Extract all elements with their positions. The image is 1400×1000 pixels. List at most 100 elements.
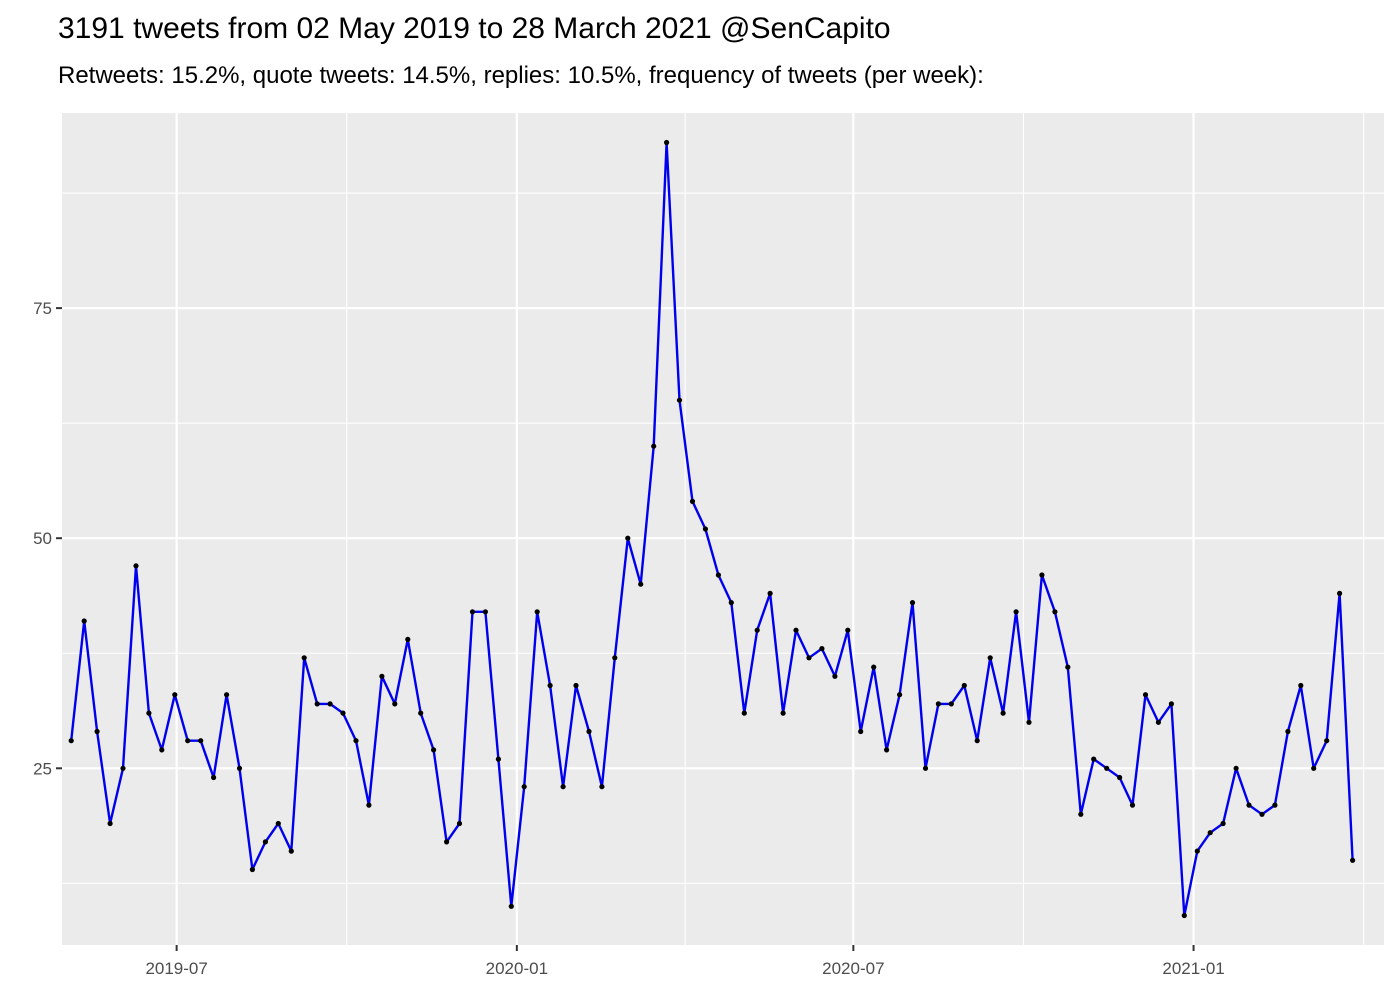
data-point: [1246, 802, 1252, 808]
data-point: [871, 664, 877, 670]
y-tick-label: 25: [33, 759, 52, 778]
data-point: [159, 747, 165, 753]
data-point: [1311, 765, 1317, 771]
data-point: [1104, 765, 1110, 771]
data-point: [793, 627, 799, 633]
data-point: [1324, 738, 1330, 744]
data-point: [625, 535, 631, 541]
data-point: [172, 692, 178, 698]
data-point: [599, 784, 605, 790]
data-point: [728, 600, 734, 606]
y-tick-label: 50: [33, 529, 52, 548]
data-point: [94, 728, 100, 735]
data-point: [1220, 820, 1226, 827]
data-point: [780, 710, 786, 716]
data-point: [249, 866, 255, 873]
data-point: [521, 784, 527, 790]
data-point: [1272, 802, 1278, 808]
data-point: [897, 692, 903, 698]
data-point: [715, 572, 722, 578]
data-point: [1026, 719, 1032, 725]
data-point: [689, 498, 696, 504]
data-point: [146, 710, 152, 716]
data-point: [676, 397, 683, 403]
data-point: [405, 636, 411, 643]
data-point: [1091, 756, 1097, 762]
data-point: [68, 738, 74, 744]
data-point: [573, 682, 579, 689]
data-point: [456, 820, 463, 827]
data-point: [1078, 811, 1084, 817]
data-point: [314, 701, 320, 707]
data-point: [1285, 728, 1291, 735]
data-point: [702, 526, 709, 532]
data-point: [379, 673, 385, 679]
data-point: [961, 682, 967, 689]
data-point: [1337, 590, 1343, 597]
data-point: [288, 848, 294, 854]
data-point: [353, 738, 359, 744]
data-point: [1013, 609, 1019, 615]
data-point: [767, 590, 773, 597]
data-point: [1065, 664, 1071, 670]
data-point: [275, 820, 281, 827]
data-point: [1039, 572, 1045, 578]
data-point: [974, 738, 980, 744]
data-point: [1168, 701, 1174, 707]
points-layer: [68, 139, 1356, 919]
data-point: [845, 627, 851, 633]
data-point: [664, 139, 670, 146]
data-point: [1155, 719, 1161, 725]
data-point: [1129, 802, 1136, 808]
minor-gridlines: [62, 113, 1384, 945]
data-point: [198, 738, 204, 744]
axis-ticks: [56, 307, 1195, 951]
data-point: [418, 710, 424, 716]
data-point: [754, 627, 760, 633]
data-point: [1052, 609, 1058, 615]
data-point: [1350, 857, 1356, 863]
data-point: [495, 756, 501, 762]
data-point: [185, 738, 191, 744]
x-tick-label: 2021-01: [1162, 959, 1224, 978]
series-line: [70, 141, 1354, 917]
data-point: [444, 839, 450, 845]
data-point: [327, 701, 333, 707]
data-point: [1117, 774, 1123, 781]
data-point: [832, 673, 838, 679]
data-point: [392, 701, 398, 707]
chart-title: 3191 tweets from 02 May 2019 to 28 March…: [58, 12, 891, 45]
data-point: [431, 747, 437, 753]
data-point: [469, 609, 476, 615]
data-point: [987, 655, 993, 661]
data-point: [1000, 710, 1006, 716]
data-point: [1259, 811, 1265, 817]
chart-subtitle: Retweets: 15.2%, quote tweets: 14.5%, re…: [58, 62, 984, 89]
data-point: [806, 655, 812, 661]
tick-labels: 2019-07 2020-01 2020-07 2021-01 25 50 75: [33, 299, 1225, 978]
data-point: [741, 710, 747, 716]
data-point: [534, 609, 540, 615]
x-tick-label: 2020-07: [822, 959, 884, 978]
data-point: [612, 655, 618, 661]
data-point: [211, 774, 217, 781]
data-point: [133, 563, 139, 569]
data-point: [948, 701, 954, 707]
data-point: [1181, 912, 1187, 919]
data-point: [262, 839, 268, 845]
data-point: [1142, 692, 1149, 698]
data-point: [107, 820, 113, 827]
y-tick-label: 75: [33, 299, 52, 318]
series-layer: [70, 141, 1354, 917]
data-point: [224, 692, 230, 698]
data-point: [81, 618, 87, 624]
data-point: [301, 655, 307, 661]
data-point: [586, 728, 592, 735]
data-point: [819, 646, 825, 652]
data-point: [1194, 848, 1200, 854]
data-point: [560, 784, 566, 790]
data-point: [1298, 682, 1304, 689]
data-point: [482, 609, 488, 615]
data-point: [120, 765, 126, 771]
